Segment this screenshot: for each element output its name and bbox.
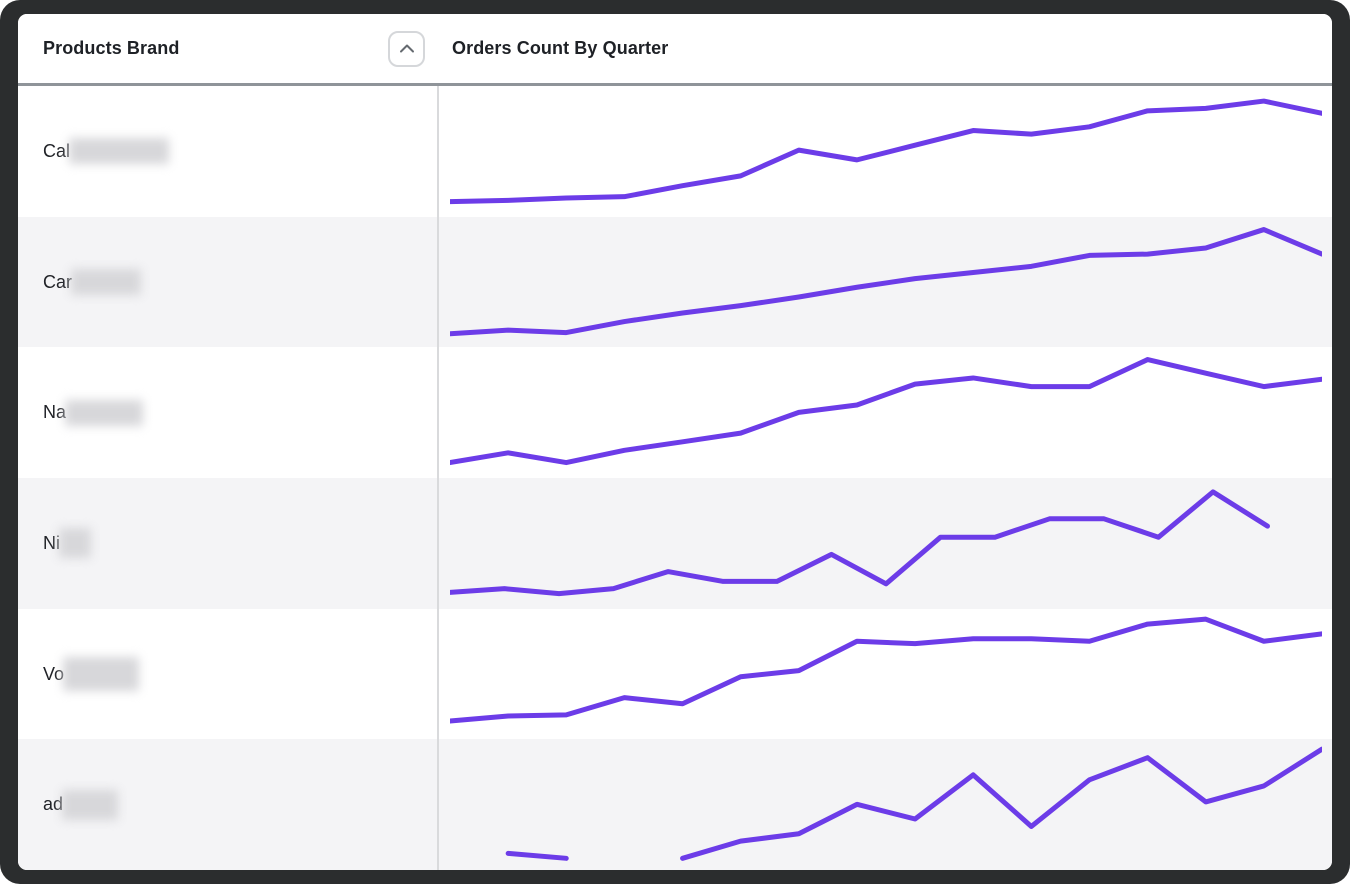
redacted-brand-text — [62, 789, 119, 820]
brand-cell: Car — [18, 217, 437, 348]
brand-column-header: Products Brand — [18, 30, 437, 67]
sort-ascending-button[interactable] — [388, 30, 425, 67]
sparkline-cell — [437, 347, 1332, 478]
brand-cell: Vo — [18, 609, 437, 740]
redacted-brand-text — [63, 657, 140, 692]
brand-visible-text: Car — [43, 271, 73, 292]
brand-visible-text: Ni — [43, 532, 60, 553]
sparkline-cell — [437, 217, 1332, 348]
sparkline-line — [508, 854, 566, 859]
table-row[interactable]: Ni — [18, 478, 1332, 609]
redacted-brand-text — [59, 528, 91, 559]
sparkline-cell — [437, 739, 1332, 870]
column-divider — [437, 14, 439, 870]
brand-column-title: Products Brand — [43, 38, 180, 58]
redacted-brand-text — [69, 138, 170, 165]
chart-column-title: Orders Count By Quarter — [452, 38, 669, 58]
sparkline-table: Products Brand Orders Count By Quarter C… — [18, 14, 1332, 870]
table-row[interactable]: Na — [18, 347, 1332, 479]
brand-label: Vo — [43, 657, 140, 692]
brand-label: ad — [43, 789, 119, 820]
chart-column-header: Orders Count By Quarter — [437, 38, 1332, 59]
redacted-brand-text — [71, 269, 142, 295]
brand-label: Car — [43, 269, 142, 295]
sparkline-cell — [437, 478, 1332, 609]
brand-cell: Cal — [18, 86, 437, 217]
brand-visible-text: Cal — [43, 140, 71, 161]
table-row[interactable]: Vo — [18, 608, 1332, 740]
brand-cell: Na — [18, 347, 437, 478]
brand-label: Na — [43, 399, 144, 426]
sparkline-line — [450, 101, 1322, 202]
sparkline-line — [450, 492, 1268, 594]
sparkline-line — [450, 619, 1322, 721]
brand-cell: Ni — [18, 478, 437, 609]
brand-label: Ni — [43, 528, 91, 559]
table-row[interactable]: Cal — [18, 86, 1332, 217]
sparkline-cell — [437, 609, 1332, 740]
sparkline-line — [450, 360, 1322, 463]
sparkline-cell — [437, 86, 1332, 217]
brand-label: Cal — [43, 138, 170, 165]
table-row[interactable]: ad — [18, 739, 1332, 870]
brand-cell: ad — [18, 739, 437, 870]
brand-visible-text: Vo — [43, 663, 65, 684]
table-body: Cal Car Na Ni — [18, 86, 1332, 870]
table-header: Products Brand Orders Count By Quarter — [18, 14, 1332, 86]
table-row[interactable]: Car — [18, 216, 1332, 348]
brand-visible-text: Na — [43, 402, 67, 423]
sparkline-line — [683, 750, 1322, 859]
brand-visible-text: ad — [43, 794, 64, 815]
sparkline-line — [450, 229, 1322, 333]
redacted-brand-text — [65, 399, 144, 426]
chevron-up-icon — [396, 38, 418, 60]
